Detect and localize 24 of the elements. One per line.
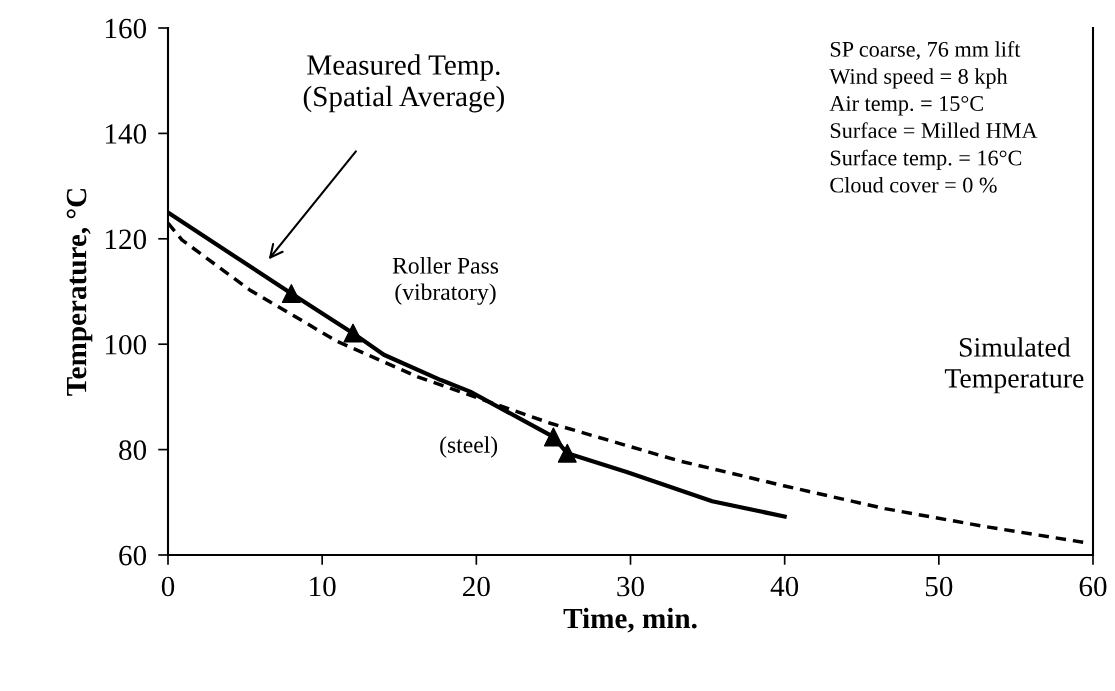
y-tick-label: 60 [119,545,147,566]
x-tick-label: 60 [1079,576,1107,597]
annotation: (steel) [440,436,498,458]
x-axis-title: Time, min. [563,607,697,633]
x-tick-label: 20 [463,576,490,597]
point [543,427,563,447]
y-axis-title: Temperature, °C [66,189,93,396]
x-tick-label: 30 [617,576,644,597]
annotation: Measured Temp. (Spatial Average) [303,54,504,113]
y-tick-label: 120 [105,229,147,250]
y-tick-label: 160 [105,18,147,39]
x-tick-label: 10 [310,576,336,597]
x-tick-label: 40 [770,576,799,597]
x-tick-label: 50 [925,576,953,597]
point [557,443,577,463]
point [281,284,301,304]
annotation: Simulated Temperature [944,337,1084,394]
annotation: Roller Pass (vibratory) [392,257,499,305]
y-tick-label: 80 [119,440,147,461]
y-tick-label: 140 [105,124,147,144]
y-tick-label: 100 [105,334,147,355]
annotation: SP coarse, 76 mm lift Wind speed = 8 kph Air temp. = 15°C Surface = Milled HMA Surface temp. = 16°C Cloud cover = 0 % [829,40,1038,193]
x-tick-label: 0 [161,576,175,597]
point [343,323,363,343]
